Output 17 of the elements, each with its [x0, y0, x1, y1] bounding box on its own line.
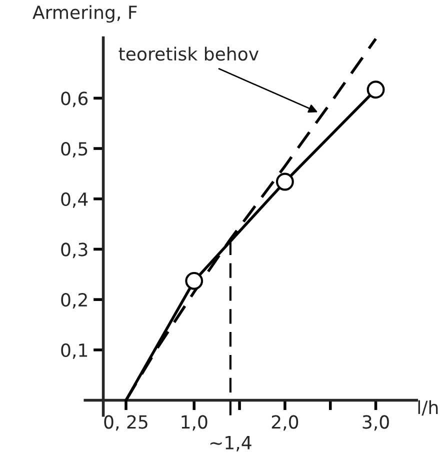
x-tick-label: 2,0 [272, 415, 298, 431]
y-tick-label: 0,3 [61, 242, 88, 258]
y-tick-label: 0,6 [61, 92, 88, 108]
point [366, 80, 385, 99]
annotation: teoretisk behov [118, 46, 259, 61]
y-tick-label: 0,4 [61, 192, 88, 208]
y-tick-label: 0,2 [61, 293, 87, 309]
y-axis-title: Armering, F [32, 5, 137, 23]
y-tick-label: 0,1 [61, 343, 88, 359]
x-tick-label: 0, 25 [104, 415, 148, 431]
x-axis-title: l/h [418, 400, 438, 416]
x-tick-label: 3,0 [362, 415, 389, 431]
y-tick-label: 0,5 [61, 142, 88, 158]
ref-line-label: ~1,4 [210, 436, 252, 452]
point [276, 172, 294, 191]
x-tick-label: 1,0 [182, 415, 208, 431]
point [185, 272, 204, 290]
